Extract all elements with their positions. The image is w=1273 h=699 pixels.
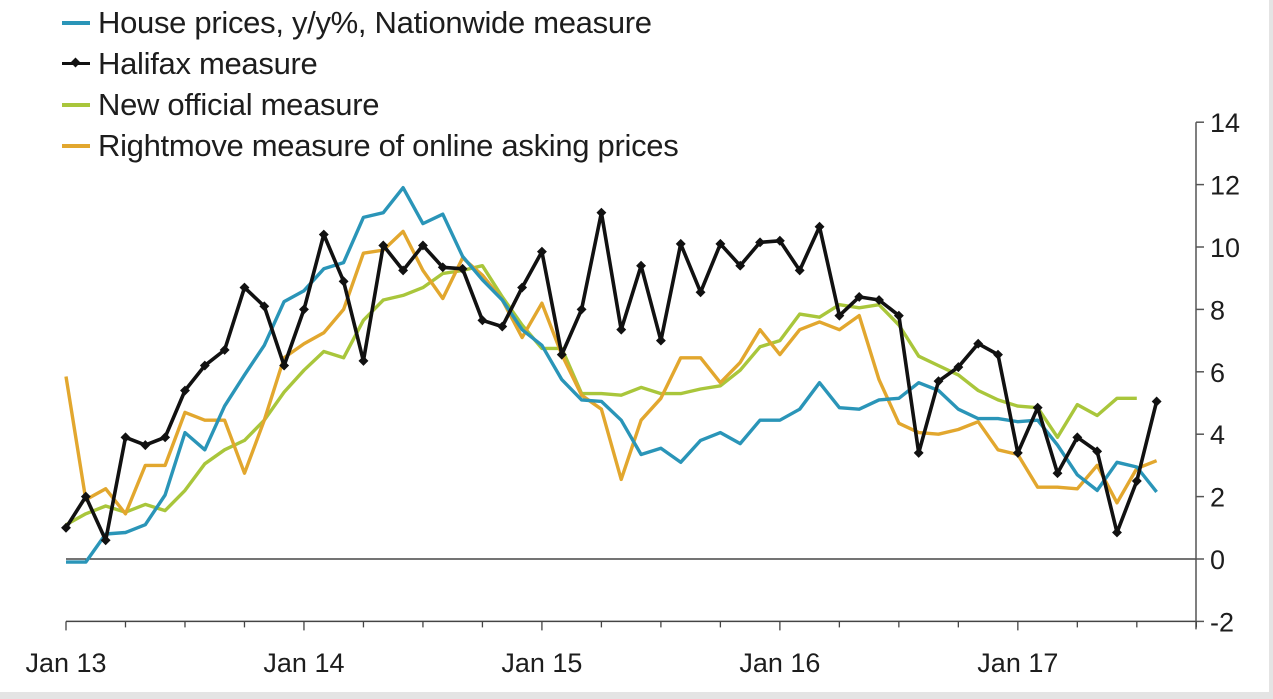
y-tick-label: -2 (1210, 607, 1234, 637)
legend-item-rightmove: Rightmove measure of online asking price… (62, 125, 679, 166)
data-point (655, 335, 666, 346)
data-point (774, 235, 785, 246)
tick-labels: -2 0 2 4 6 8 10 12 14 Jan 13 Jan 14 Jan 15 Jan 16 Jan… (25, 108, 1240, 678)
data-point (398, 265, 409, 276)
data-point (437, 262, 448, 273)
data-point (61, 522, 71, 533)
data-point (1131, 476, 1142, 486)
data-point (1072, 432, 1083, 443)
data-point (199, 360, 210, 371)
data-point (794, 265, 805, 276)
y-tick-label: 10 (1210, 233, 1240, 263)
data-point (874, 295, 884, 305)
legend-swatch-rightmove (62, 143, 90, 148)
data-point (576, 304, 587, 315)
axes (65, 121, 1204, 631)
data-point (735, 260, 746, 271)
data-point (338, 276, 349, 287)
x-tick-label: Jan 16 (739, 648, 820, 678)
series-line-1 (64, 210, 1159, 543)
x-tick-label: Jan 17 (977, 648, 1058, 678)
series-line-2 (65, 264, 1137, 527)
data-point (715, 238, 726, 249)
data-point (953, 362, 964, 373)
data-point (1112, 527, 1122, 538)
legend-label: Halifax measure (98, 45, 318, 81)
data-point (695, 287, 706, 298)
data-point (556, 349, 567, 360)
series-line-3 (64, 229, 1158, 516)
data-point (239, 282, 250, 293)
y-tick-label: 6 (1210, 358, 1225, 388)
legend-item-halifax: Halifax measure (62, 43, 678, 84)
window-edge-right (1269, 0, 1273, 699)
data-point (834, 310, 845, 321)
data-point (140, 440, 151, 451)
data-point (893, 310, 904, 321)
data-point (675, 238, 686, 249)
data-point (636, 260, 647, 271)
data-point (854, 291, 865, 302)
legend-label: New official measure (98, 86, 380, 122)
window-edge-bottom (0, 692, 1273, 699)
data-point (993, 349, 1003, 360)
legend-swatch-official (62, 102, 90, 107)
data-point (1151, 396, 1162, 407)
data-point (180, 385, 190, 396)
y-tick-label: 14 (1210, 108, 1240, 138)
series-lines (61, 185, 1162, 564)
data-point (160, 432, 171, 443)
data-point (1012, 447, 1023, 458)
y-tick-label: 12 (1210, 171, 1240, 201)
x-tick-label: Jan 15 (501, 648, 582, 678)
legend-swatch-halifax (62, 57, 90, 68)
diamond-marker-icon (70, 57, 81, 68)
x-tick-label: Jan 14 (263, 648, 344, 678)
data-point (814, 221, 825, 232)
data-point (497, 321, 508, 332)
data-point (973, 338, 984, 349)
data-point (596, 207, 607, 218)
data-point (913, 447, 924, 458)
data-point (318, 229, 329, 240)
data-point (299, 304, 309, 315)
data-point (219, 345, 230, 355)
data-point (100, 535, 111, 546)
data-point (417, 240, 428, 251)
legend-item-official: New official measure (62, 84, 678, 125)
legend: House prices, y/y%, Nationwide measure H… (62, 2, 679, 166)
y-tick-label: 8 (1210, 295, 1225, 325)
series-line-0 (66, 185, 1158, 564)
data-point (536, 246, 547, 257)
y-tick-label: 2 (1210, 483, 1225, 513)
data-point (1092, 446, 1103, 457)
data-point (1052, 468, 1063, 479)
y-tick-label: 0 (1210, 545, 1225, 575)
data-point (477, 315, 488, 326)
data-point (358, 355, 369, 366)
data-point (517, 282, 528, 293)
data-point (616, 324, 627, 335)
legend-label: Rightmove measure of online asking price… (98, 127, 679, 163)
y-tick-label: 4 (1210, 420, 1225, 450)
data-point (755, 237, 765, 248)
legend-item-nationwide: House prices, y/y%, Nationwide measure (62, 2, 678, 43)
data-point (457, 263, 468, 274)
data-point (1032, 402, 1043, 413)
data-point (120, 432, 131, 443)
data-point (279, 360, 290, 371)
data-point (259, 301, 270, 312)
x-tick-label: Jan 13 (25, 648, 106, 678)
legend-swatch-nationwide (62, 20, 90, 25)
data-point (378, 240, 389, 251)
legend-label: House prices, y/y%, Nationwide measure (98, 4, 652, 40)
data-point (933, 376, 944, 387)
